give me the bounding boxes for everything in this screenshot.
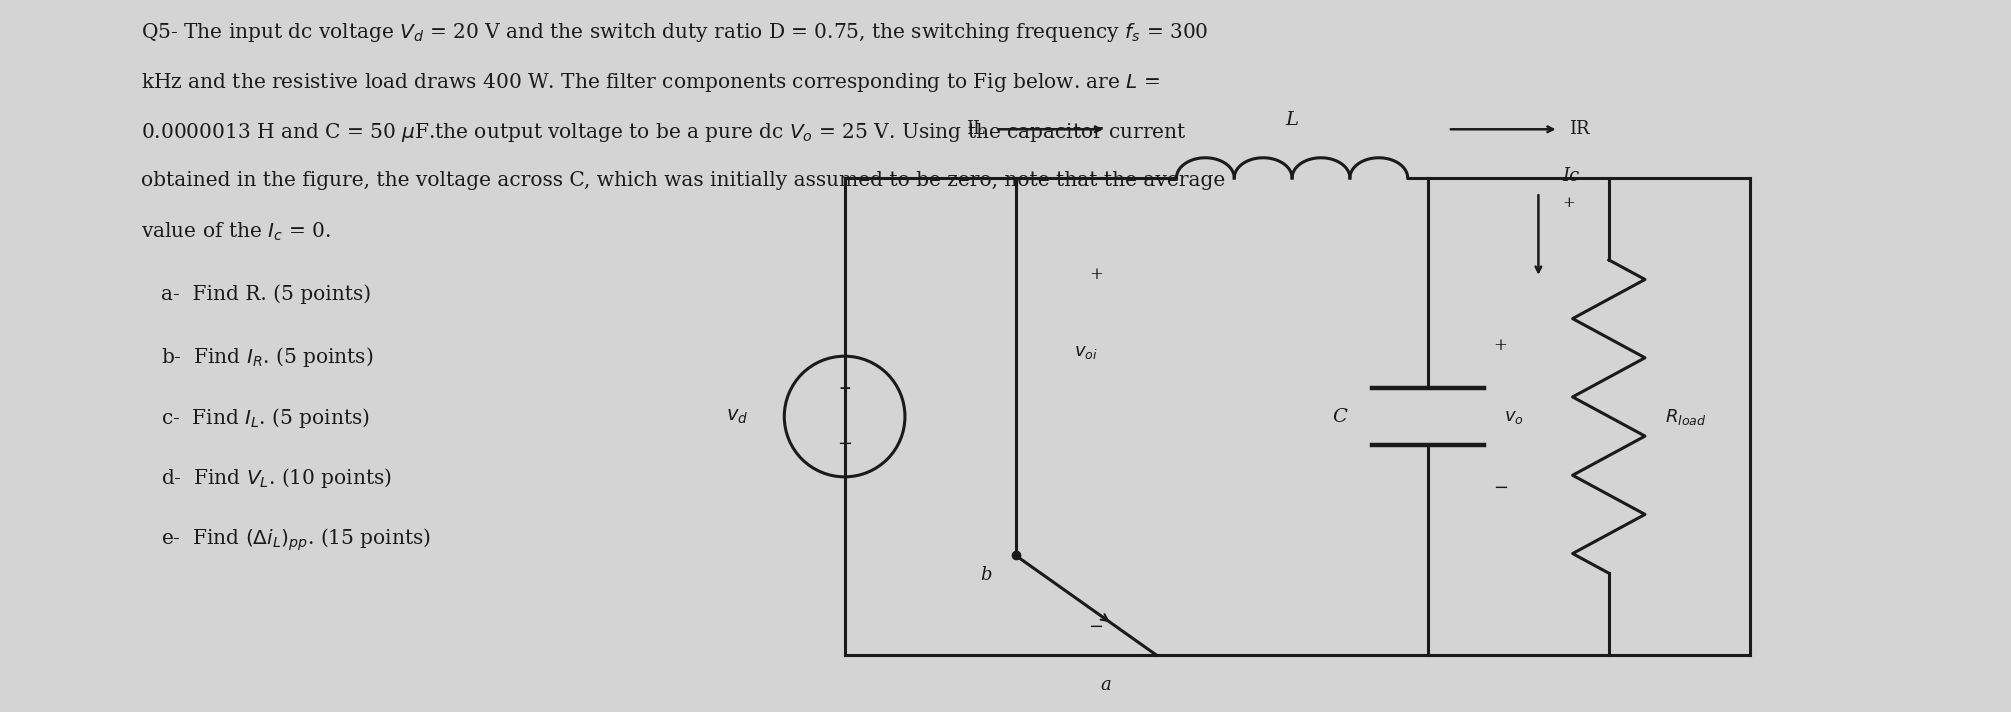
Text: 0.0000013 H and C = 50 $\mu$F.the output voltage to be a pure dc $V_o$ = 25 V. U: 0.0000013 H and C = 50 $\mu$F.the output…	[141, 121, 1186, 144]
Text: C: C	[1333, 407, 1347, 426]
Text: Q5- The input dc voltage $V_d$ = 20 V and the switch duty ratio D = 0.75, the sw: Q5- The input dc voltage $V_d$ = 20 V an…	[141, 21, 1209, 44]
Text: d-  Find $V_L$. (10 points): d- Find $V_L$. (10 points)	[161, 466, 392, 491]
Text: a: a	[1100, 676, 1112, 694]
Text: $v_{oi}$: $v_{oi}$	[1074, 343, 1098, 362]
Text: +: +	[1494, 337, 1506, 354]
Text: $v_o$: $v_o$	[1504, 407, 1524, 426]
Text: obtained in the figure, the voltage across C, which was initially assumed to be : obtained in the figure, the voltage acro…	[141, 171, 1225, 190]
Text: value of the $I_c$ = 0.: value of the $I_c$ = 0.	[141, 221, 330, 243]
Text: b: b	[979, 566, 991, 584]
Text: L: L	[1285, 111, 1299, 130]
Text: Ic: Ic	[1563, 167, 1581, 185]
Text: b-  Find $I_R$. (5 points): b- Find $I_R$. (5 points)	[161, 345, 374, 370]
Text: kHz and the resistive load draws 400 W. The filter components corresponding to F: kHz and the resistive load draws 400 W. …	[141, 71, 1160, 94]
Text: −: −	[837, 434, 853, 453]
Text: IL: IL	[967, 120, 985, 138]
Text: c-  Find $I_L$. (5 points): c- Find $I_L$. (5 points)	[161, 406, 370, 430]
Text: IR: IR	[1569, 120, 1589, 138]
Text: $v_d$: $v_d$	[726, 407, 748, 426]
Text: e-  Find $(\Delta i_L)_{pp}$. (15 points): e- Find $(\Delta i_L)_{pp}$. (15 points)	[161, 527, 430, 553]
Text: +: +	[1563, 196, 1575, 210]
Text: −: −	[1492, 478, 1508, 497]
Text: a-  Find R. (5 points): a- Find R. (5 points)	[161, 285, 370, 305]
Text: $R_{load}$: $R_{load}$	[1665, 407, 1707, 426]
Text: +: +	[839, 382, 851, 397]
Text: −: −	[1088, 617, 1104, 636]
Text: +: +	[1090, 266, 1102, 283]
